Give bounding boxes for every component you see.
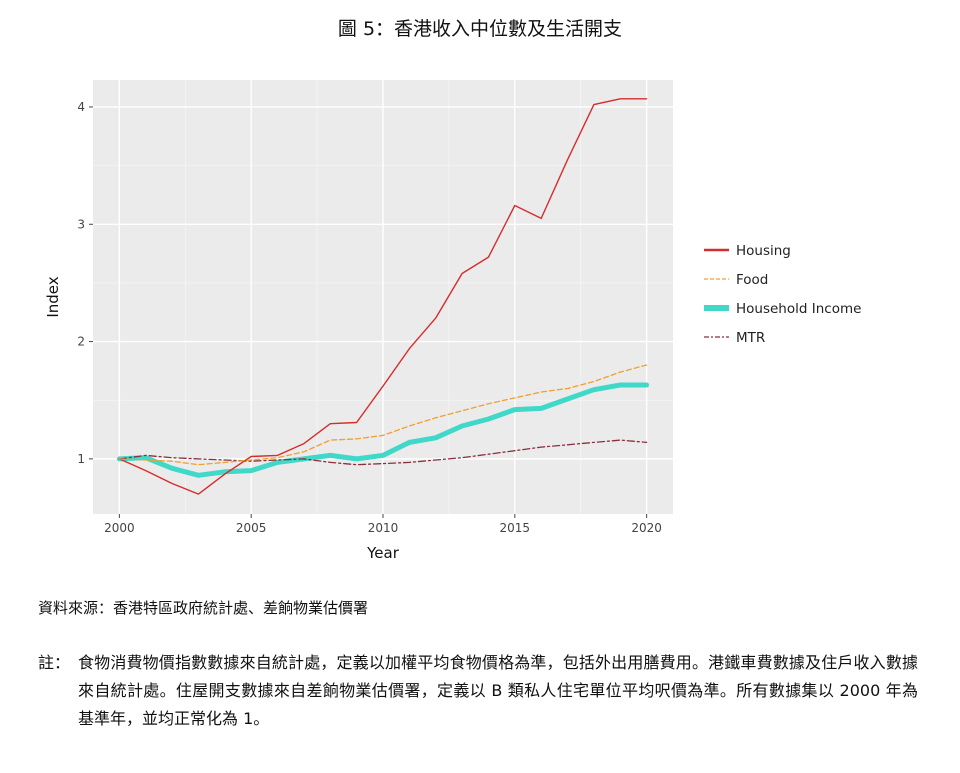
- legend-label: Household Income: [736, 301, 861, 317]
- legend-label: MTR: [736, 330, 765, 346]
- x-axis-label: Year: [366, 544, 400, 562]
- footnote-label: 註：: [38, 653, 71, 672]
- series-lines: [116, 98, 650, 495]
- series-line-mtr: [118, 439, 648, 466]
- legend: Housing Food Household Income MTR: [704, 243, 861, 346]
- x-tick-label: 2005: [236, 521, 267, 535]
- chart-title: 圖 5：香港收入中位數及生活開支: [337, 18, 623, 40]
- y-tick-label: 2: [77, 335, 85, 349]
- y-axis-label: Index: [44, 276, 62, 317]
- legend-label: Housing: [736, 243, 791, 259]
- x-tick-label: 2015: [500, 521, 531, 535]
- series-line-food: [118, 364, 648, 466]
- footnote: 註： 食物消費物價指數數據來自統計處，定義以加權平均食物價格為準，包括外出用膳費…: [38, 649, 918, 733]
- x-tick-label: 2020: [631, 521, 662, 535]
- axis-ticks: 1 2 3 4 2000 2005 2010 2015 2020: [77, 100, 662, 535]
- x-tick-label: 2000: [104, 521, 135, 535]
- legend-label: Food: [736, 272, 768, 288]
- y-tick-label: 1: [77, 452, 85, 466]
- y-tick-label: 3: [77, 217, 85, 231]
- y-tick-label: 4: [77, 100, 85, 114]
- series-line-household-income: [116, 382, 650, 478]
- source-text: 資料來源：香港特區政府統計處、差餉物業估價署: [38, 599, 369, 617]
- series-line-housing: [118, 98, 648, 495]
- footnote-text: 食物消費物價指數數據來自統計處，定義以加權平均食物價格為準，包括外出用膳費用。港…: [78, 653, 918, 728]
- line-chart: 1 2 3 4 2000 2005 2010 2015 2020 Year Index Hous…: [44, 80, 861, 562]
- x-tick-label: 2010: [368, 521, 399, 535]
